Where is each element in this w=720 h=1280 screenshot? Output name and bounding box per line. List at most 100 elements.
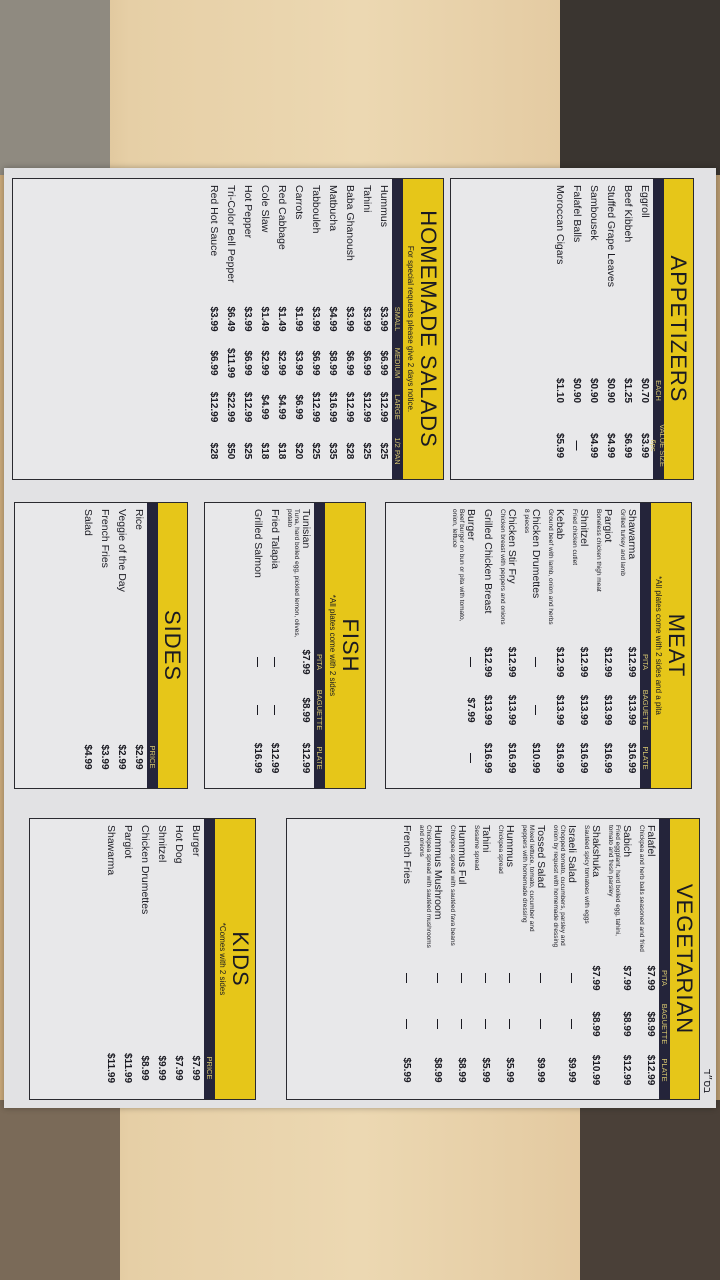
item-price: — — [456, 973, 467, 983]
item-name-cell: Chicken Drumettes — [139, 825, 151, 1043]
menu-item: Baba Ghanoush $3.99 $6.99 $12.99 $28 — [341, 179, 358, 479]
item-description: Fried chicken cutlet — [571, 509, 578, 565]
kids-section: KIDS *Comes with 2 sides PRICE Burger $7.99 H… — [29, 818, 256, 1100]
item-name: Stuffed Grape Leaves — [605, 185, 617, 287]
menu-item: Falafel Balls $0.90 — — [568, 179, 585, 479]
menu-item: Red Hot Sauce $3.99 $6.99 $12.99 $28 — [205, 179, 222, 479]
item-price: $18 — [259, 442, 270, 460]
item-price: $12.99 — [645, 1054, 656, 1086]
column-header: PITA — [660, 969, 669, 987]
item-price: — — [535, 1019, 546, 1029]
item-price: $6.99 — [208, 350, 219, 376]
sides-header: SIDES — [158, 503, 187, 788]
item-price: $9.99 — [535, 1057, 546, 1083]
menu-item: Sambousek $0.90 $4.99 — [585, 179, 602, 479]
column-header-bar: PITA BAGUETTE PLATE — [659, 819, 670, 1099]
item-name-cell: Falafel Balls — [571, 185, 583, 363]
item-price: $13.99 — [602, 694, 613, 726]
item-name-cell: Hummus Mushroom Chickpea spread with saut… — [418, 825, 444, 955]
item-description: Mixed lettuce, tomato, cucumber and pepp… — [521, 825, 535, 932]
meat-section: MEAT *All plates come with 2 sides and a … — [385, 502, 692, 789]
item-name: Tossed Salad — [535, 825, 547, 889]
item-price: $16.99 — [252, 742, 263, 774]
item-price: $13.99 — [578, 694, 589, 726]
item-name-cell: French Fries — [401, 825, 413, 955]
item-price: $16.99 — [482, 742, 493, 774]
menu-item: French Fries $3.99 — [96, 503, 113, 788]
item-price: $0.90 — [605, 377, 616, 404]
item-price: $6.99 — [344, 350, 355, 376]
item-price: $2.99 — [116, 744, 127, 770]
section-title: VEGETARIAN — [672, 883, 697, 1035]
item-price: — — [530, 705, 541, 715]
item-name: Israeli Salad — [566, 825, 578, 883]
column-header: VALUE SIZE 6pc — [649, 424, 668, 467]
item-price: $1.49 — [259, 306, 270, 332]
column-header-bar: PITA BAGUETTE PLATE — [640, 503, 651, 788]
item-name-cell: Red Hot Sauce — [208, 185, 220, 297]
item-name-cell: Hummus Chickpea spread — [497, 825, 516, 955]
item-description: Chopped tomato, cucumbers, parsley and o… — [552, 825, 566, 948]
item-price: — — [432, 1019, 443, 1029]
item-price: $3.99 — [344, 306, 355, 332]
item-name-cell: Baba Ghanoush — [344, 185, 356, 297]
menu-item: Hummus $3.99 $6.99 $12.99 $25 — [375, 179, 392, 479]
menu-item: Moroccan Cigars $1.10 $5.99 — [551, 179, 568, 479]
item-price: $4.99 — [82, 744, 93, 770]
item-name: Baba Ghanoush — [344, 185, 356, 261]
column-header: BAGUETTE — [641, 689, 650, 731]
menu-item: Pargiot Boneless chicken thigh meat $12.99… — [592, 503, 616, 788]
item-description: Chicken breast with peppers and onions — [499, 509, 506, 625]
column-header: PITA — [641, 653, 650, 671]
item-price: — — [456, 1019, 467, 1029]
menu-item: Sabich Fried eggplant, hard boiled egg, t… — [604, 819, 635, 1099]
item-price: — — [432, 973, 443, 983]
item-description: Chickpea spread — [497, 825, 504, 874]
item-price: $12.99 — [602, 646, 613, 678]
column-header-bar: SMALL MEDIUM LARGE 1/2 PAN — [392, 179, 403, 479]
menu-item: Veggie of the Day $2.99 — [113, 503, 130, 788]
background-object — [560, 0, 720, 175]
column-header: BAGUETTE — [660, 1003, 669, 1045]
item-price: — — [252, 657, 263, 667]
menu-item: Tri-Color Bell Pepper $6.49 $11.99 $22.99 $5… — [222, 179, 239, 479]
item-price: $12.99 — [208, 391, 219, 423]
item-price: $12.99 — [554, 646, 565, 678]
background-object — [580, 1100, 720, 1280]
item-price: — — [566, 1019, 577, 1029]
menu-item: Pargiot $11.99 — [119, 819, 136, 1099]
menu-item: Hot Dog $7.99 — [170, 819, 187, 1099]
item-name-cell: Tahini Sesame spread — [473, 825, 492, 955]
item-price: $6.49 — [225, 306, 236, 332]
menu-item: Chicken Stir Fry Chicken breast with pepp… — [496, 503, 520, 788]
item-price: $2.99 — [133, 744, 144, 770]
item-name: Tri-Color Bell Pepper — [225, 185, 237, 283]
item-name: Hummus Mushroom — [432, 825, 444, 920]
item-name: Chicken Drumettes — [139, 825, 151, 915]
menu-item: Shawarma Grilled turkey and lamb $12.99 $13… — [616, 503, 640, 788]
item-price: $8.99 — [432, 1057, 443, 1083]
item-name: French Fries — [401, 825, 413, 884]
item-price: $16.99 — [554, 742, 565, 774]
item-price: $6.99 — [622, 432, 633, 459]
item-price: $16.99 — [327, 391, 338, 423]
item-price: — — [566, 973, 577, 983]
item-price: $5.99 — [480, 1057, 491, 1083]
item-price: $1.10 — [554, 377, 565, 404]
item-price: — — [401, 973, 412, 983]
item-name-cell: Stuffed Grape Leaves — [605, 185, 617, 363]
item-price: $8.99 — [300, 697, 311, 723]
item-description: Beef burger on bun or pita with tomato, … — [451, 509, 465, 622]
item-name: Kebab — [554, 509, 566, 540]
item-price: $3.99 — [242, 306, 253, 332]
item-price: $13.99 — [626, 694, 637, 726]
item-price: — — [480, 973, 491, 983]
item-name-cell: Pargiot — [122, 825, 134, 1043]
column-header: SMALL — [393, 306, 402, 332]
menu-item: Shakshuka Sautéed spicy tomatoes with egg… — [580, 819, 604, 1099]
item-price: $16.99 — [578, 742, 589, 774]
item-price: $22.99 — [225, 391, 236, 423]
menu-item: Burger Beef burger on bun or pita with to… — [448, 503, 479, 788]
background-object — [0, 1100, 120, 1280]
item-name: Tahini — [361, 185, 373, 213]
